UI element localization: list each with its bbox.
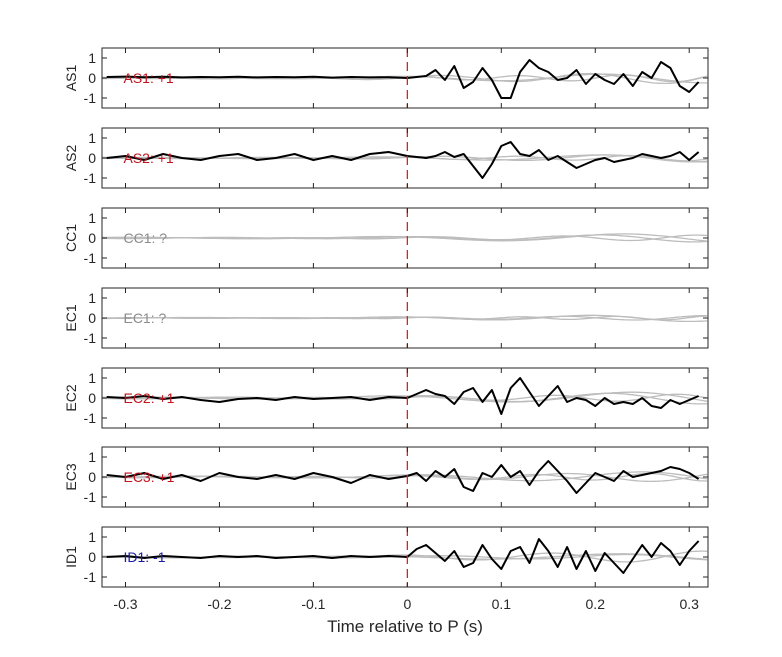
- y-tick-label: 0: [88, 469, 96, 485]
- main-trace-as2: [106, 141, 700, 179]
- y-tick-label: 0: [88, 70, 96, 86]
- main-trace-ec2: [106, 377, 699, 415]
- station-label: AS1: [63, 65, 79, 92]
- other-trace: [102, 233, 708, 242]
- station-label: CC1: [63, 224, 79, 252]
- polarity-annotation: EC3: +1: [123, 469, 174, 485]
- y-tick-label: 0: [88, 310, 96, 326]
- x-tick-label: -0.1: [301, 596, 325, 612]
- panel-id1: ID1: -1 -1 0 1 ID1: [63, 526, 709, 588]
- x-tick-label: 0: [403, 596, 411, 612]
- y-tick-label: -1: [84, 569, 97, 585]
- y-tick-label: 1: [88, 529, 96, 545]
- polarity-annotation: CC1: ?: [123, 230, 167, 246]
- y-tick-label: 1: [88, 370, 96, 386]
- other-trace: [101, 391, 708, 403]
- x-axis: -0.3 -0.2 -0.1 0 0.1 0.2 0.3: [113, 596, 699, 612]
- y-tick-label: -1: [84, 489, 97, 505]
- panel-ec3: EC3: +1 -1 0 1 EC3: [63, 446, 709, 508]
- x-tick-label: 0.1: [492, 596, 512, 612]
- y-tick-label: 1: [88, 449, 96, 465]
- y-tick-label: 1: [88, 210, 96, 226]
- y-tick-label: 0: [88, 549, 96, 565]
- other-trace: [101, 471, 708, 482]
- panel-as2: AS2: +1 -1 0 1 AS2: [63, 127, 709, 189]
- main-trace-ec3: [106, 460, 700, 494]
- station-label: ID1: [63, 546, 79, 568]
- y-tick-label: -1: [84, 330, 97, 346]
- x-tick-label: 0.3: [679, 596, 699, 612]
- y-tick-label: -1: [84, 410, 97, 426]
- x-tick-label: -0.2: [207, 596, 231, 612]
- panel-cc1: CC1: ? -1 0 1 CC1: [63, 207, 709, 269]
- other-trace: [101, 154, 708, 163]
- panel-ec2: EC2: +1 -1 0 1 EC2: [63, 367, 709, 429]
- y-tick-label: 1: [88, 290, 96, 306]
- polarity-annotation: AS1: +1: [123, 70, 173, 86]
- main-trace-as1: [106, 59, 700, 99]
- station-label: EC2: [63, 384, 79, 411]
- panel-ec1: EC1: ? -1 0 1 EC1: [63, 287, 709, 349]
- y-tick-label: 0: [88, 150, 96, 166]
- y-tick-label: 0: [88, 230, 96, 246]
- panel-as1: AS1: +1 -1 0 1 AS1: [63, 47, 709, 109]
- polarity-annotation: AS2: +1: [123, 150, 173, 166]
- other-trace: [102, 315, 708, 321]
- y-tick-label: 0: [88, 390, 96, 406]
- y-tick-label: 1: [88, 50, 96, 66]
- x-axis-label: Time relative to P (s): [327, 617, 483, 636]
- polarity-annotation: EC2: +1: [123, 390, 174, 406]
- x-tick-label: 0.2: [586, 596, 606, 612]
- main-trace-id1: [106, 538, 700, 574]
- polarity-annotation: EC1: ?: [123, 310, 166, 326]
- y-tick-label: -1: [84, 90, 97, 106]
- station-label: EC3: [63, 463, 79, 490]
- station-label: EC1: [63, 304, 79, 331]
- other-trace: [102, 314, 708, 323]
- y-tick-label: -1: [84, 250, 97, 266]
- polarity-annotation: ID1: -1: [123, 549, 165, 565]
- x-tick-label: -0.3: [113, 596, 137, 612]
- y-tick-label: -1: [84, 170, 97, 186]
- y-tick-label: 1: [88, 130, 96, 146]
- station-label: AS2: [63, 145, 79, 172]
